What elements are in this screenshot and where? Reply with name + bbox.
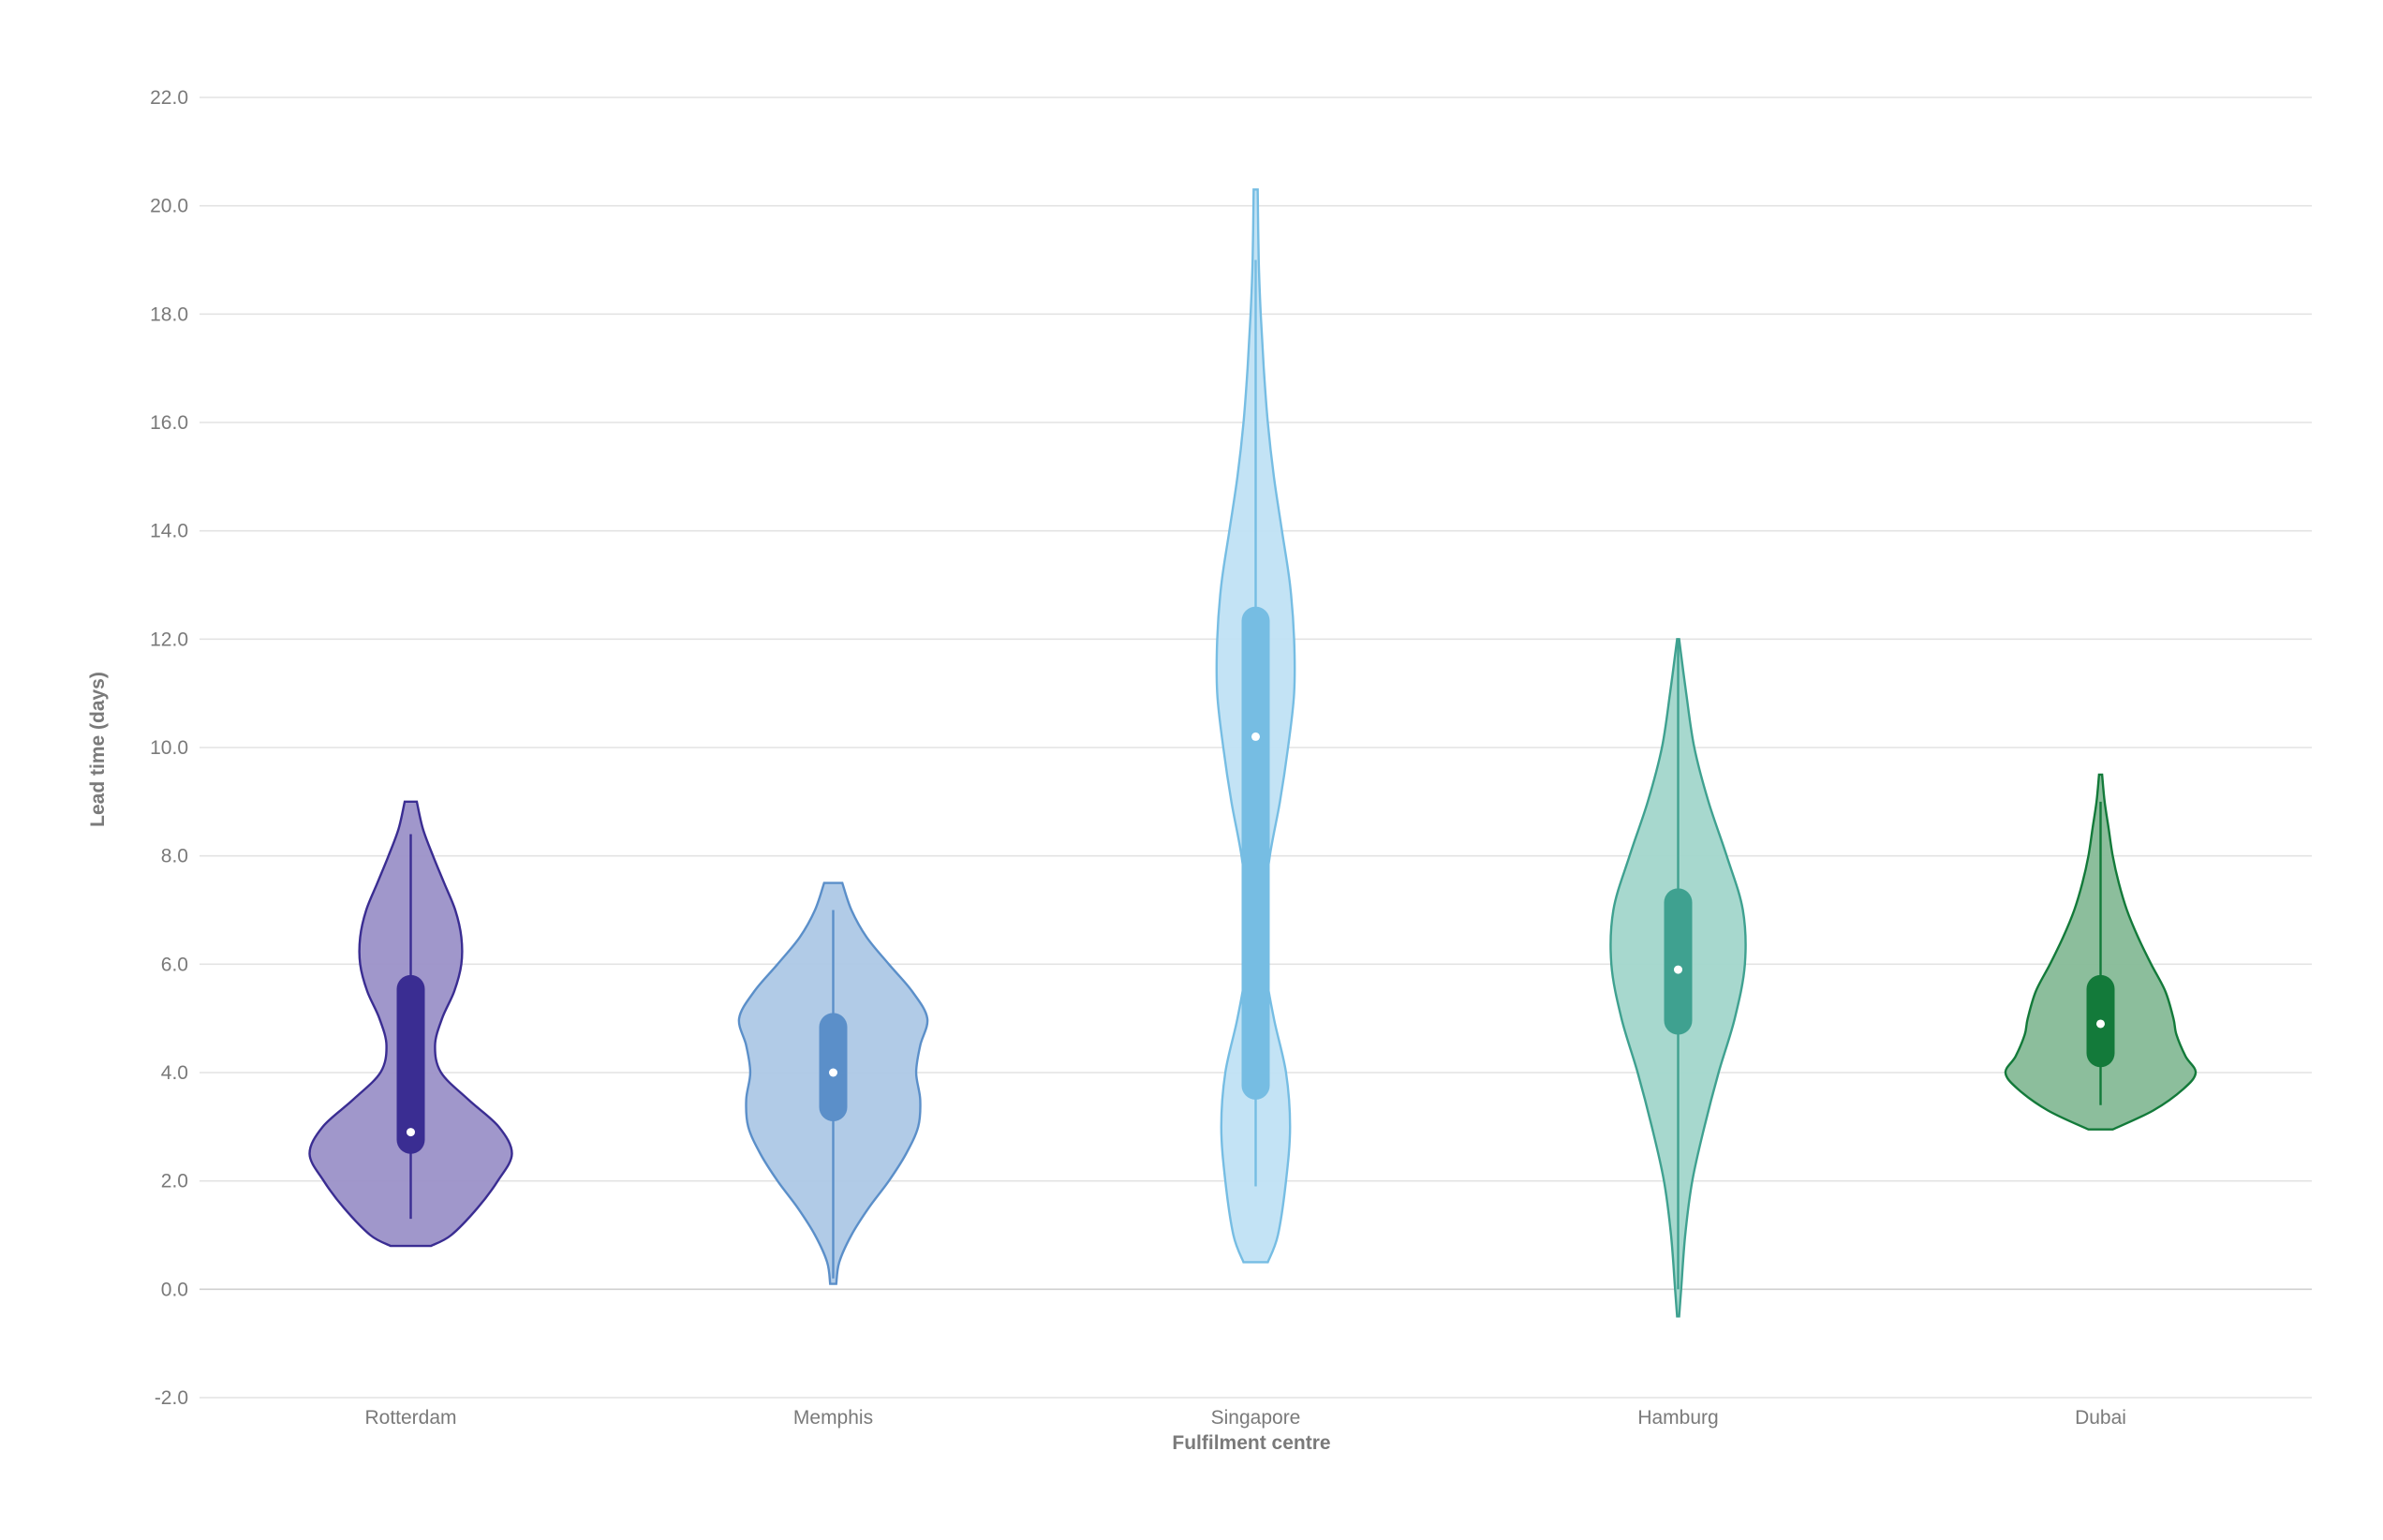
x-tick-label: Singapore bbox=[1211, 1407, 1301, 1429]
median-marker bbox=[829, 1068, 837, 1077]
y-tick-label: 16.0 bbox=[150, 412, 188, 434]
violins bbox=[308, 188, 2198, 1318]
violin-rotterdam bbox=[308, 800, 513, 1248]
y-tick-label: 6.0 bbox=[161, 954, 188, 975]
y-tick-label: 14.0 bbox=[150, 521, 188, 542]
violin-singapore bbox=[1215, 188, 1296, 1264]
median-marker bbox=[1251, 732, 1260, 741]
y-tick-labels: -2.0 0.0 2.0 4.0 6.0 8.0 10.0 12.0 14.0 16.0 18.0 2… bbox=[150, 87, 188, 1409]
y-tick-label: 10.0 bbox=[150, 737, 188, 759]
y-tick-label: 20.0 bbox=[150, 196, 188, 217]
violin-hamburg bbox=[1609, 638, 1747, 1318]
x-tick-label: Hamburg bbox=[1637, 1407, 1718, 1429]
median-marker bbox=[2096, 1019, 2105, 1029]
x-tick-label: Memphis bbox=[793, 1407, 873, 1429]
y-tick-label: 4.0 bbox=[161, 1062, 188, 1084]
violin-dubai bbox=[2004, 773, 2198, 1131]
iqr-box bbox=[819, 1013, 848, 1122]
y-tick-label: 22.0 bbox=[150, 87, 188, 109]
y-axis-title: Lead time (days) bbox=[87, 672, 109, 827]
y-tick-label: 18.0 bbox=[150, 304, 188, 325]
y-tick-label: 12.0 bbox=[150, 629, 188, 650]
x-tick-label: Rotterdam bbox=[364, 1407, 456, 1429]
x-tick-labels: Rotterdam Memphis Singapore Hamburg Dubai bbox=[364, 1407, 2125, 1429]
x-tick-label: Dubai bbox=[2075, 1407, 2126, 1429]
y-tick-label: -2.0 bbox=[155, 1387, 188, 1409]
x-axis-title: Fulfilment centre bbox=[1172, 1432, 1330, 1454]
violin-memphis bbox=[737, 881, 929, 1285]
y-tick-label: 0.0 bbox=[161, 1279, 188, 1300]
median-marker bbox=[407, 1128, 415, 1137]
iqr-box bbox=[396, 974, 425, 1154]
iqr-box bbox=[1664, 888, 1693, 1035]
y-tick-label: 8.0 bbox=[161, 846, 188, 867]
iqr-box bbox=[1241, 606, 1270, 1100]
y-tick-label: 2.0 bbox=[161, 1171, 188, 1192]
median-marker bbox=[1674, 965, 1682, 974]
